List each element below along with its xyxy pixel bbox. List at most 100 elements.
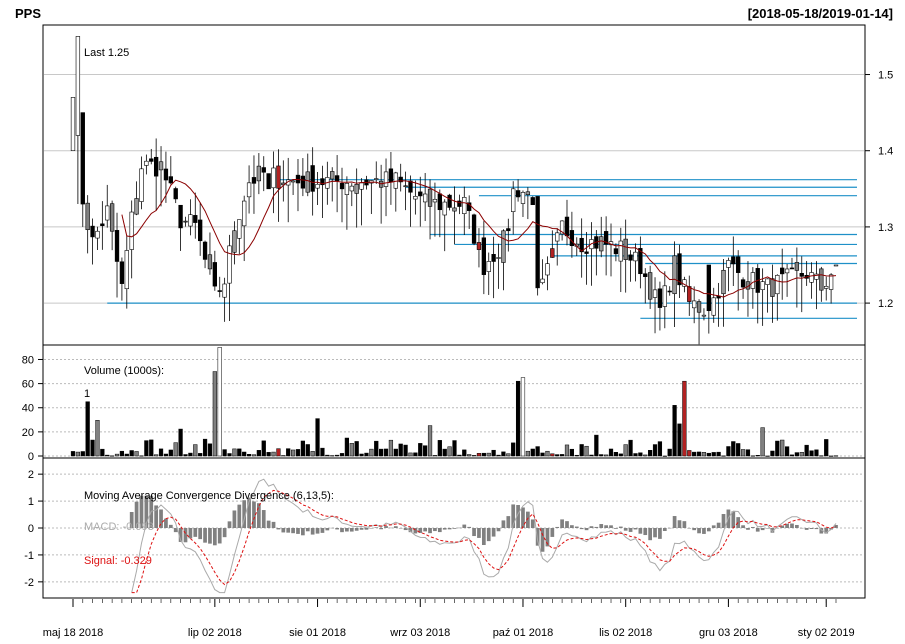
candle-body [300, 175, 306, 189]
candle-body [491, 254, 496, 262]
x-tick-label: sie 01 2018 [289, 627, 346, 639]
candle-body [266, 173, 271, 190]
macd-histogram-bar [193, 528, 198, 537]
macd-histogram-bar [320, 528, 325, 533]
signal-value-label: Signal: -0.329 [84, 555, 152, 567]
volume-bar [784, 446, 790, 457]
volume-tick-label: 0 [28, 451, 34, 463]
volume-bar [227, 453, 232, 457]
candle-body [496, 257, 501, 259]
candle-body [403, 185, 408, 188]
x-tick-label: gru 03 2018 [699, 627, 758, 639]
candle-body [109, 203, 115, 232]
macd-histogram-bar [540, 528, 545, 552]
macd-tick-label: 1 [28, 496, 34, 508]
volume-bar [755, 455, 760, 457]
volume-bar [173, 442, 178, 457]
macd-histogram-bar [804, 528, 809, 530]
volume-bar [740, 449, 746, 457]
macd-histogram-bar [227, 521, 232, 528]
candle-body [701, 314, 707, 317]
macd-histogram-bar [672, 516, 677, 528]
candle-body [476, 242, 482, 250]
volume-bar [246, 454, 252, 457]
macd-histogram-bar [795, 524, 799, 528]
volume-bar [114, 453, 120, 457]
candle-body [75, 36, 81, 136]
volume-bar [594, 434, 599, 457]
macd-histogram-bar [579, 528, 584, 530]
volume-bar [496, 454, 501, 457]
volume-bar [814, 449, 819, 457]
candle-body [242, 200, 247, 227]
macd-histogram-bar [521, 507, 525, 528]
candle-body [530, 197, 535, 206]
macd-histogram-bar [565, 521, 569, 528]
volume-bar [295, 449, 301, 457]
candle-body [105, 205, 110, 221]
candle-body [814, 273, 819, 280]
candle-body [569, 230, 575, 247]
candle-body [559, 220, 565, 235]
candle-body [520, 192, 526, 204]
candle-body [153, 156, 159, 177]
macd-histogram-bar [433, 528, 437, 532]
macd-histogram-bar [658, 528, 662, 539]
macd-histogram-bar [604, 525, 608, 528]
volume-bar [202, 438, 208, 457]
volume-bar [359, 453, 364, 457]
candle-body [584, 251, 589, 254]
candle-body [418, 191, 423, 197]
candle-body [789, 267, 795, 270]
macd-tick-label: -2 [24, 577, 34, 589]
candle-body [374, 178, 379, 180]
macd-histogram-bar [755, 528, 760, 532]
volume-bar [829, 455, 834, 457]
volume-bar [168, 449, 173, 457]
volume-bar [300, 440, 305, 457]
macd-histogram-bar [472, 528, 476, 537]
candle-body [462, 197, 467, 214]
macd-histogram-bar [790, 523, 794, 528]
candle-body [457, 200, 462, 207]
candle-body [657, 288, 663, 308]
macd-histogram-bar [799, 527, 804, 529]
candle-body [310, 165, 315, 192]
candle-body [677, 253, 682, 286]
macd-histogram-bar [496, 528, 501, 532]
volume-bar [736, 443, 741, 457]
macd-histogram-bar [535, 528, 540, 546]
macd-histogram-bar [217, 528, 222, 544]
macd-histogram-bar [653, 528, 657, 538]
volume-bar [149, 439, 154, 457]
macd-histogram-bar [364, 528, 369, 530]
volume-annotation: 1 [84, 388, 90, 400]
candle-body [638, 248, 643, 275]
candle-body [276, 165, 281, 189]
volume-bar [369, 448, 374, 457]
volume-bar [139, 455, 144, 457]
volume-bar [535, 446, 540, 457]
candle-body [721, 269, 726, 295]
macd-histogram-bar [418, 528, 423, 533]
macd-histogram-bar [667, 527, 672, 529]
candle-body [784, 268, 790, 274]
candle-body [100, 223, 105, 227]
volume-bar [325, 454, 330, 457]
candle-body [633, 251, 638, 262]
volume-bar [271, 451, 276, 457]
volume-bar [344, 437, 350, 457]
volume-bar [662, 455, 667, 457]
candle-body [427, 188, 433, 207]
candle-body [643, 273, 648, 277]
candle-body [227, 245, 232, 284]
volume-bar [90, 439, 95, 457]
volume-tick-label: 40 [22, 403, 34, 415]
volume-bar [310, 451, 315, 457]
price-tick-label: 1.4 [878, 146, 893, 158]
candle-body [95, 230, 100, 239]
candle-body [149, 158, 154, 162]
macd-histogram-bar [775, 527, 780, 529]
candle-body [207, 254, 213, 270]
macd-histogram-bar [511, 504, 516, 528]
